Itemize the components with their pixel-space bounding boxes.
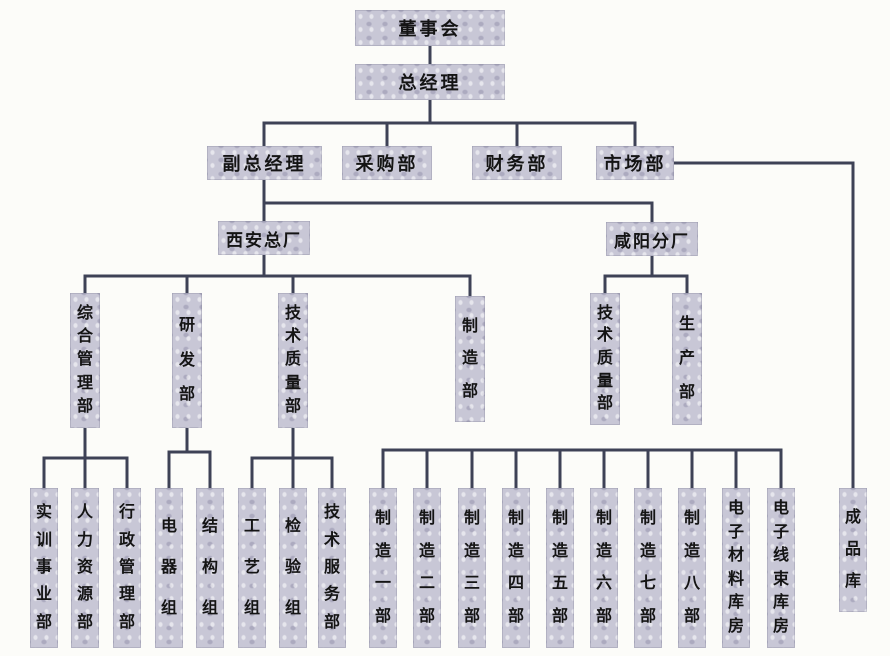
node-rnd-dept: 研发部 bbox=[172, 293, 202, 428]
node-xianyang-branch-plant: 咸阳分厂 bbox=[606, 222, 698, 256]
node-finance-dept: 财务部 bbox=[472, 146, 562, 180]
node-human-resources-dept: 人力资源部 bbox=[71, 488, 99, 648]
node-tech-service-dept: 技术服务部 bbox=[318, 488, 346, 648]
node-manufacturing-dept-3: 制造三部 bbox=[458, 488, 486, 648]
node-administration-dept: 行政管理部 bbox=[113, 488, 141, 648]
node-manufacturing-dept-8: 制造八部 bbox=[678, 488, 706, 648]
node-manufacturing-dept: 制造部 bbox=[455, 296, 485, 422]
node-deputy-general-manager: 副总经理 bbox=[207, 146, 322, 180]
node-electrical-group: 电器组 bbox=[155, 488, 183, 648]
node-electronic-harness-warehouse: 电子线束库房 bbox=[767, 488, 795, 648]
node-manufacturing-dept-4: 制造四部 bbox=[502, 488, 530, 648]
node-marketing-dept: 市场部 bbox=[596, 146, 674, 180]
node-tech-quality-dept-xianyang: 技术质量部 bbox=[590, 293, 620, 425]
node-training-business-dept: 实训事业部 bbox=[30, 488, 58, 648]
node-manufacturing-dept-6: 制造六部 bbox=[590, 488, 618, 648]
node-board-of-directors: 董事会 bbox=[355, 10, 505, 46]
node-inspection-group: 检验组 bbox=[279, 488, 307, 648]
node-manufacturing-dept-5: 制造五部 bbox=[546, 488, 574, 648]
node-manufacturing-dept-2: 制造二部 bbox=[413, 488, 441, 648]
node-finished-goods-warehouse: 成品库 bbox=[839, 488, 867, 612]
node-general-manager: 总经理 bbox=[355, 64, 505, 100]
node-manufacturing-dept-7: 制造七部 bbox=[634, 488, 662, 648]
node-general-management-dept: 综合管理部 bbox=[70, 293, 100, 428]
node-manufacturing-dept-1: 制造一部 bbox=[369, 488, 397, 648]
node-structure-group: 结构组 bbox=[196, 488, 224, 648]
node-process-group: 工艺组 bbox=[238, 488, 266, 648]
node-purchasing-dept: 采购部 bbox=[342, 146, 432, 180]
node-xian-main-plant: 西安总厂 bbox=[218, 221, 310, 255]
node-electronic-material-warehouse: 电子材料库房 bbox=[722, 488, 750, 648]
node-production-dept: 生产部 bbox=[672, 293, 702, 425]
node-tech-quality-dept-xian: 技术质量部 bbox=[278, 293, 308, 428]
